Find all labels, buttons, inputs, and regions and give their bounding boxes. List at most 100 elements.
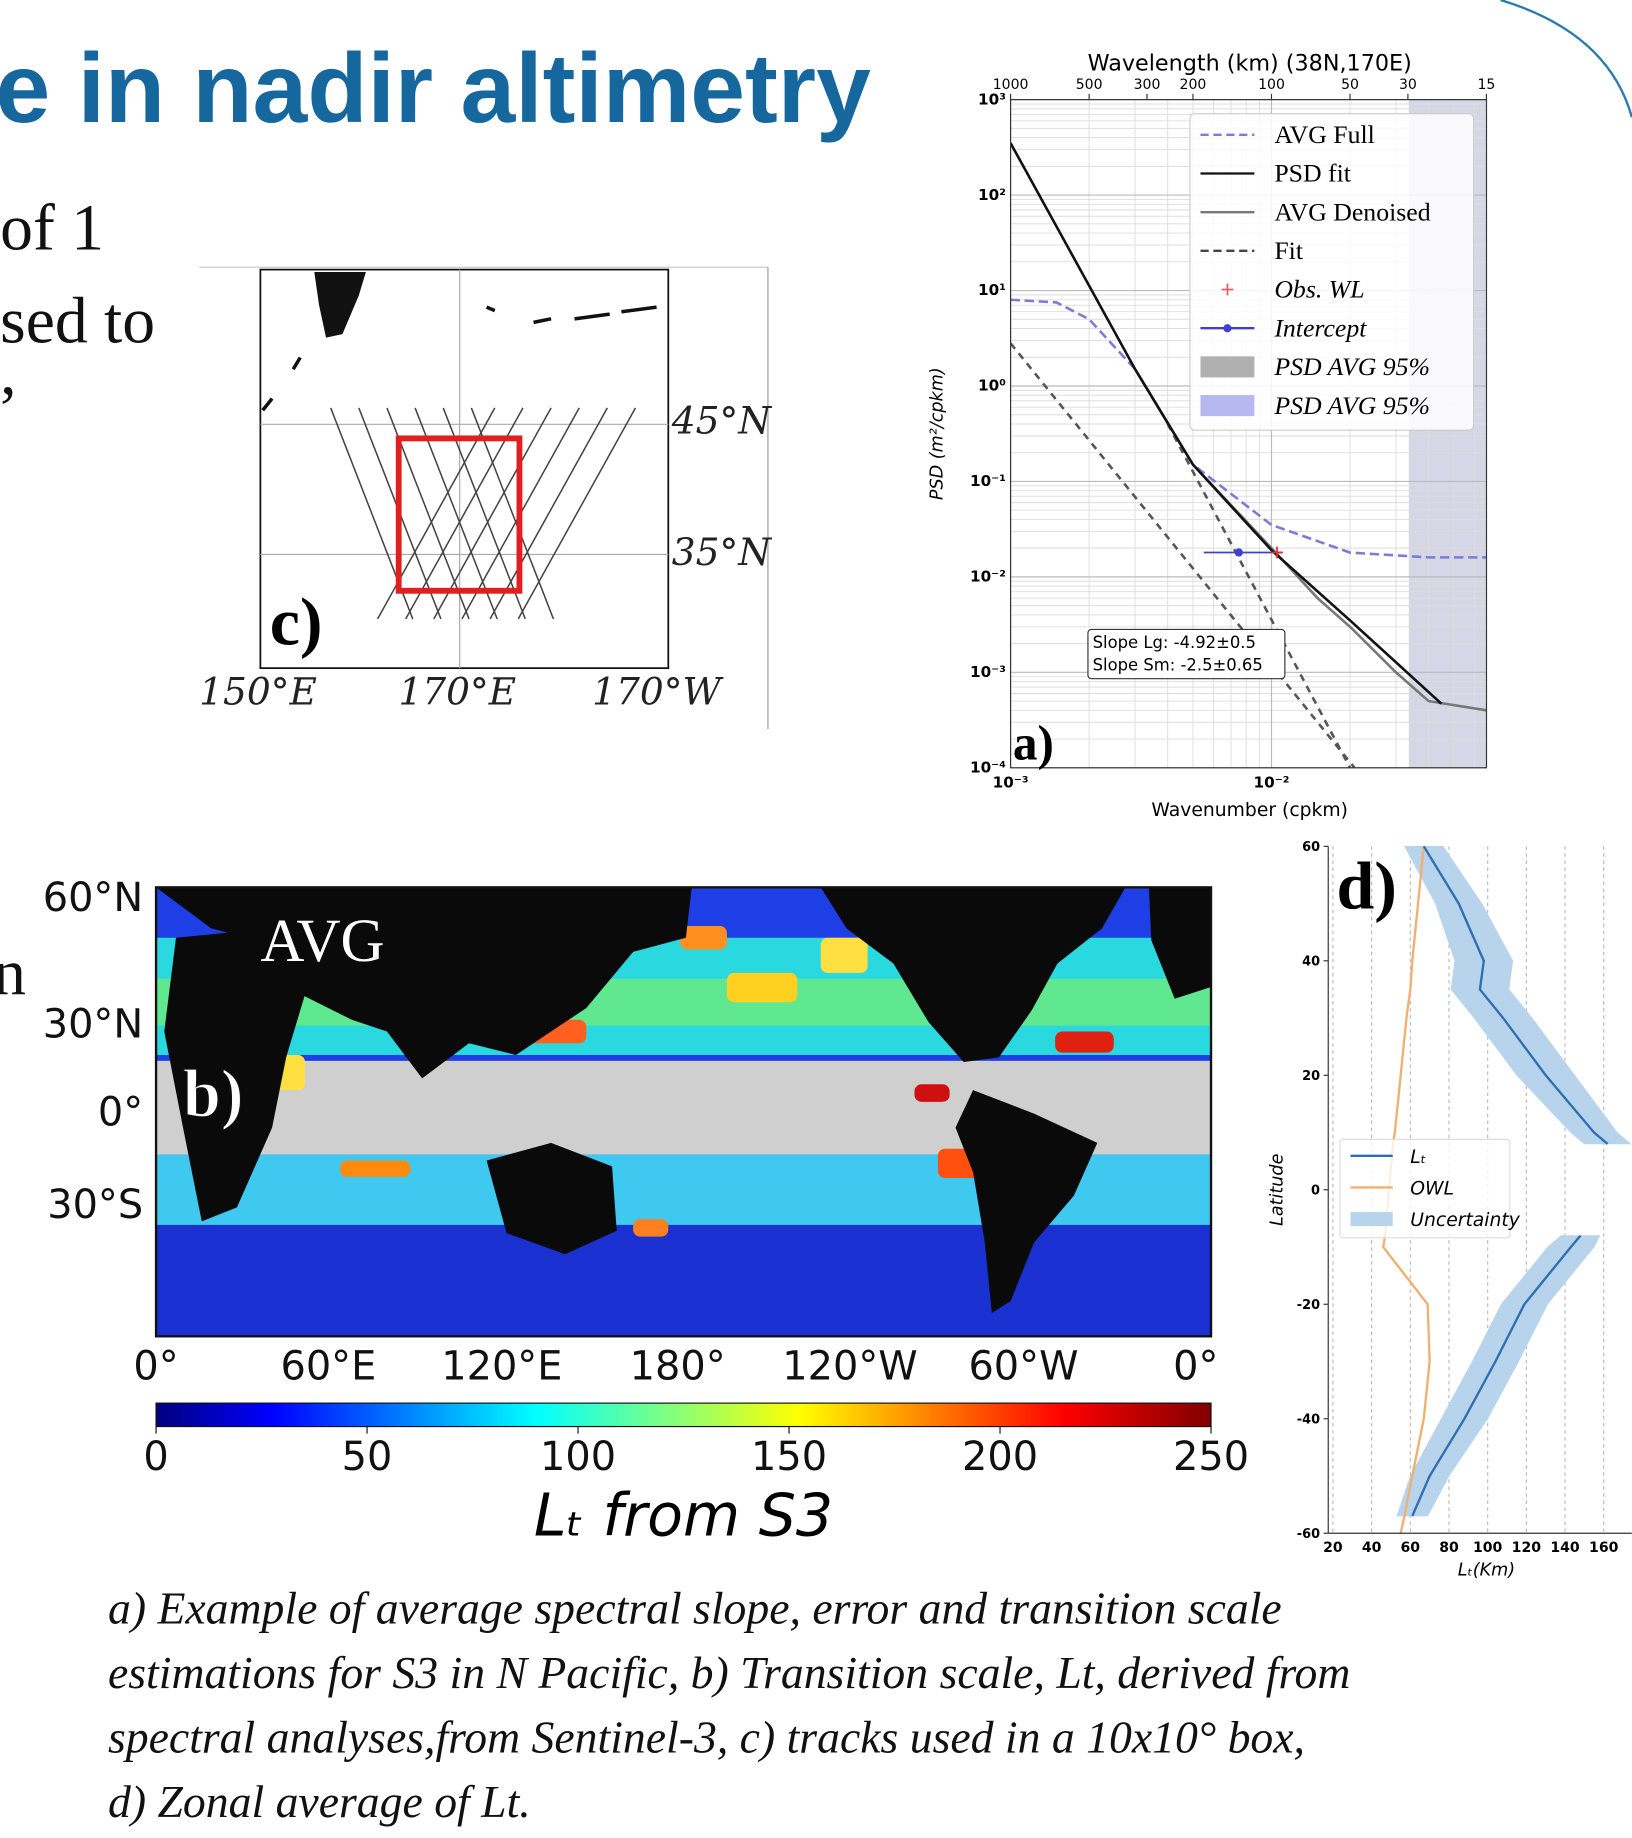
track	[433, 407, 552, 620]
axis-title: PSD (m²/cpkm)	[928, 367, 948, 500]
legend-label: Lₜ	[1410, 1147, 1426, 1168]
curve	[1166, 423, 1352, 768]
legend-swatch	[1350, 1212, 1393, 1227]
y-tick-label: 60	[1302, 840, 1320, 855]
figure-c	[199, 266, 769, 730]
legend-label: AVG Full	[1274, 120, 1374, 149]
x-tick-label: 40	[1362, 1540, 1382, 1556]
map-frame	[154, 886, 1213, 1338]
top-tick-label: 15	[1478, 77, 1496, 93]
legend-label: Uncertainty	[1410, 1210, 1520, 1231]
caption-line: spectral analyses,from Sentinel-3, c) tr…	[108, 1711, 1305, 1762]
legend-swatch	[1200, 395, 1255, 417]
slope-text: Slope Sm: -2.5±0.65	[1093, 655, 1263, 674]
axis-title: Wavelength (km) (38N,170E)	[1088, 50, 1412, 76]
y-tick-label: 10⁻¹	[970, 472, 1006, 490]
top-tick-label: 50	[1341, 77, 1359, 93]
field-blob	[633, 1219, 669, 1237]
y-tick-label: 10³	[978, 90, 1006, 108]
world-map	[156, 887, 1212, 1337]
lat-label: 35°N	[672, 530, 772, 574]
box	[395, 435, 523, 594]
panel-label: a)	[1013, 716, 1054, 771]
x-tick-label: 20	[1323, 1540, 1343, 1556]
top-tick-label: 300	[1134, 77, 1161, 93]
y-tick-label: 10⁻²	[970, 568, 1006, 586]
body-text: ,	[0, 337, 16, 409]
legend-label: OWL	[1410, 1178, 1454, 1199]
x-tick-label: 10⁻²	[1254, 774, 1290, 792]
y-tick-label: 40	[1302, 954, 1320, 969]
legend-label: AVG Denoised	[1274, 197, 1430, 226]
continent	[955, 1090, 1098, 1313]
legend-swatch	[1200, 356, 1255, 378]
y-tick-label: 20	[1302, 1069, 1320, 1084]
y-tick-label: 10⁰	[978, 377, 1006, 395]
x-tick-label: 100	[1473, 1540, 1503, 1556]
field-blob	[340, 1160, 411, 1177]
legend-label: PSD fit	[1274, 159, 1351, 188]
lon-label: 120°W	[782, 1344, 917, 1390]
y-tick-label: 0	[1311, 1183, 1320, 1198]
track	[414, 407, 498, 620]
lat-label: 60°N	[43, 875, 143, 921]
legend-box	[1189, 113, 1475, 431]
caption-line: a) Example of average spectral slope, er…	[108, 1582, 1282, 1633]
legend-label: Intercept	[1273, 313, 1367, 342]
continent	[164, 928, 308, 1222]
top-tick-label: 30	[1399, 77, 1417, 93]
panel-label: d)	[1336, 847, 1396, 923]
panel-label: c)	[270, 584, 323, 660]
colorbar-tick-label: 200	[962, 1434, 1038, 1480]
y-tick-label: 10¹	[978, 281, 1006, 299]
top-tick-label: 1000	[993, 77, 1029, 93]
field-blob	[726, 972, 798, 1003]
continent	[820, 887, 1126, 1063]
caption-line: estimations for S3 in N Pacific, b) Tran…	[108, 1647, 1350, 1698]
plot-frame	[1009, 99, 1488, 769]
lon-label: 170°E	[398, 669, 516, 713]
field-band	[156, 1224, 1212, 1337]
track	[517, 407, 637, 620]
obs-wl	[1271, 546, 1283, 559]
lon-label: 180°	[630, 1344, 726, 1390]
x-tick-label: 60	[1401, 1540, 1421, 1556]
continent	[156, 887, 692, 1079]
colorbar-tick-label: 250	[1173, 1434, 1249, 1480]
legend-label: PSD AVG 95%	[1273, 391, 1430, 420]
landmass	[261, 305, 657, 412]
lon-label: 60°W	[968, 1344, 1078, 1390]
legend-label: Fit	[1274, 236, 1303, 265]
y-tick-label: -40	[1297, 1412, 1320, 1427]
continent	[486, 1142, 617, 1255]
caption-line: d) Zonal average of Lt.	[108, 1776, 531, 1827]
colorbar	[155, 1402, 1212, 1428]
y-tick-label: -60	[1297, 1527, 1320, 1542]
lat-label: 0°	[98, 1089, 143, 1135]
lon-label: 120°E	[441, 1344, 562, 1390]
axis-title: Latitude	[1268, 1153, 1288, 1226]
uncertainty-band	[1515, 1074, 1618, 1133]
y-tick-label: -20	[1297, 1298, 1320, 1313]
lon-label: 150°E	[199, 669, 317, 713]
lat-label: 30°N	[43, 1001, 143, 1047]
axis-title: Wavenumber (cpkm)	[1151, 800, 1348, 821]
track	[489, 407, 609, 620]
track	[470, 407, 555, 620]
uncertainty-band	[1404, 846, 1483, 904]
top-tick-label: 500	[1076, 77, 1103, 93]
continent	[1148, 887, 1212, 999]
legend-label: PSD AVG 95%	[1273, 352, 1430, 381]
colorbar-tick-label: 100	[540, 1434, 616, 1480]
colorbar-tick-label: 150	[751, 1434, 827, 1480]
curve	[1010, 142, 1443, 705]
y-tick-label: 10⁻⁴	[970, 758, 1006, 776]
curve	[1010, 342, 1356, 768]
uncertainty-band	[1435, 903, 1514, 962]
landmass	[314, 271, 366, 338]
axis-title: Lₜ(Km)	[1458, 1560, 1515, 1580]
panel-label: b)	[183, 1055, 243, 1131]
curves	[1010, 142, 1487, 768]
